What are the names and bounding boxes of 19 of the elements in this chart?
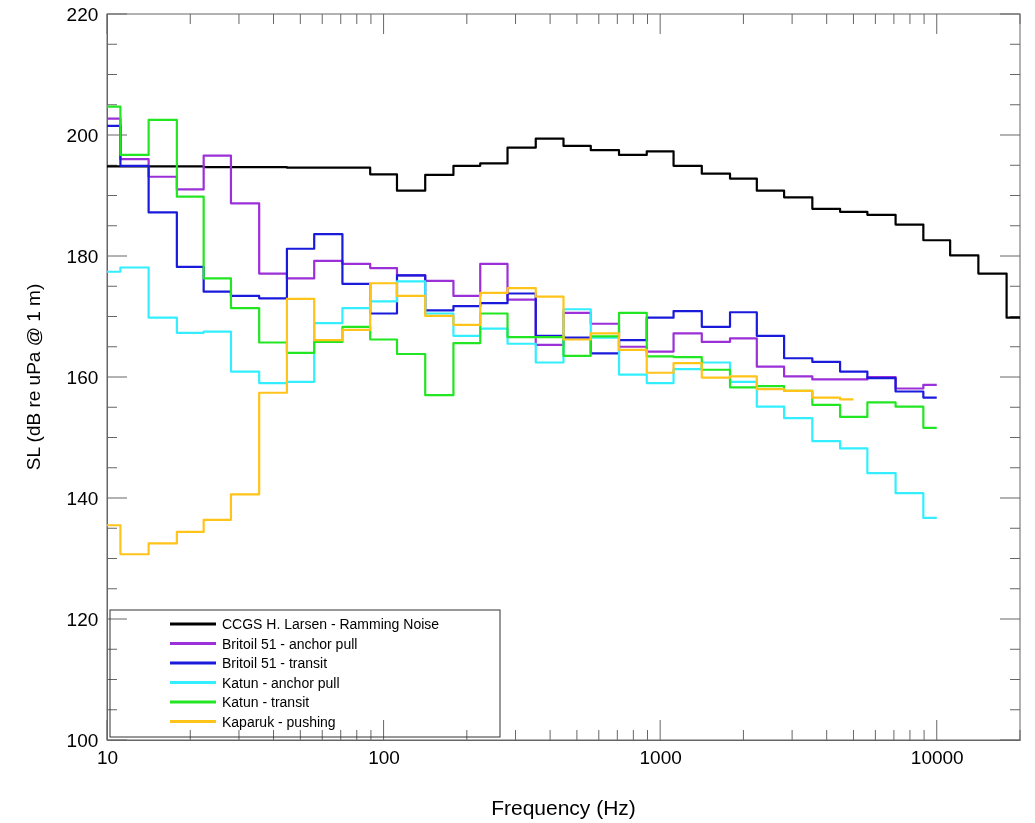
y-tick-label: 120: [66, 608, 99, 630]
x-tick-label: 1000: [639, 746, 682, 768]
y-tick-label: 220: [66, 3, 99, 25]
x-tick-label: 10000: [910, 746, 964, 768]
legend-label: Katun - anchor pull: [222, 674, 340, 691]
legend-label: Britoil 51 - transit: [222, 655, 328, 671]
legend-label: CCGS H. Larsen - Ramming Noise: [222, 616, 440, 632]
y-tick-label: 160: [66, 366, 99, 388]
legend-label: Britoil 51 - anchor pull: [222, 635, 358, 652]
y-tick-label: 100: [66, 729, 99, 751]
x-tick-label: 10: [96, 746, 119, 768]
y-tick-label: 180: [66, 245, 99, 267]
x-axis-title: Frequency (Hz): [491, 796, 636, 819]
x-tick-label: 100: [368, 746, 400, 768]
y-tick-label: 200: [66, 124, 99, 146]
legend-label: Kaparuk - pushing: [222, 713, 336, 730]
y-axis-title: SL (dB re uPa @ 1 m): [23, 283, 44, 471]
legend-label: Katun - transit: [222, 694, 310, 710]
y-tick-label: 140: [66, 487, 99, 509]
